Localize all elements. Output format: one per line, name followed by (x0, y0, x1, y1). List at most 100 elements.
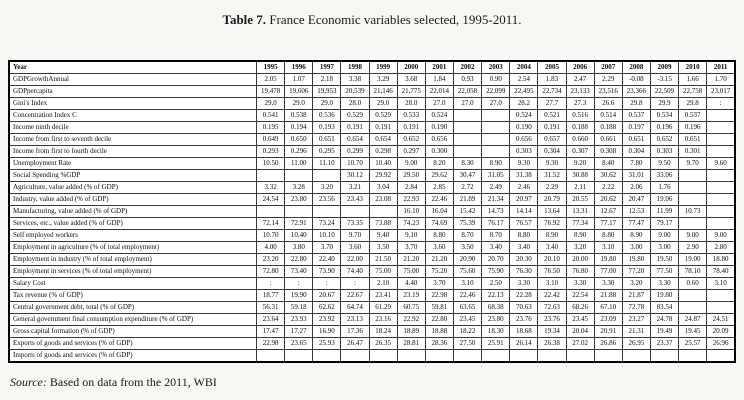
data-cell: 19,478 (255, 85, 286, 98)
data-cell: 0.190 (424, 121, 454, 134)
data-cell: 19.80 (593, 253, 623, 266)
data-cell: 25.57 (678, 337, 708, 350)
data-cell: 22.46 (452, 289, 483, 302)
data-cell: 18.80 (706, 253, 736, 266)
data-cell: 2.10 (368, 277, 398, 290)
table-row: Agriculture, value added (% of GDP) 3.32 3… (8, 181, 736, 194)
data-cell: 2.47 (565, 73, 595, 86)
data-cell: 2.46 (509, 181, 539, 194)
data-cell: 20.30 (509, 253, 539, 266)
data-cell: 73.40 (284, 265, 314, 278)
data-cell: 28.0 (340, 97, 370, 110)
data-cell: 3.38 (340, 73, 370, 86)
data-cell: 16.04 (424, 205, 454, 218)
data-cell: 0.656 (424, 133, 454, 146)
data-cell: 0.191 (537, 121, 567, 134)
data-cell: 19,606 (284, 85, 314, 98)
data-cell (312, 169, 342, 182)
data-cell: 22.46 (424, 193, 454, 206)
table-body: GDPGrowthAnnual 2.05 1.07 2.18 3.38 3.29 3.68 1… (8, 73, 736, 363)
data-cell: 77.47 (621, 217, 651, 230)
year-column-header: 1996 (284, 60, 314, 74)
data-cell: -3.15 (649, 73, 680, 86)
data-cell: 0.541 (255, 109, 286, 122)
table-row: Employment in services (% of total emplo… (8, 265, 736, 278)
data-cell: 26.95 (621, 337, 651, 350)
data-cell: 0.650 (284, 133, 314, 146)
data-cell (678, 193, 708, 206)
data-cell (452, 133, 483, 146)
data-cell: 20.91 (593, 325, 623, 338)
data-cell: 3.20 (621, 277, 651, 290)
data-cell (678, 301, 708, 314)
data-cell: 8.70 (452, 229, 483, 242)
data-cell: 20.62 (593, 193, 623, 206)
data-cell (312, 349, 342, 363)
data-cell: 22,734 (537, 85, 567, 98)
data-cell: 3.50 (452, 241, 483, 254)
data-cell (255, 169, 286, 182)
data-cell: 3.30 (509, 277, 539, 290)
data-cell: 75.20 (424, 265, 454, 278)
data-cell: 8.70 (481, 229, 511, 242)
data-cell: 26.86 (593, 337, 623, 350)
data-cell: 29.0 (284, 97, 314, 110)
data-cell: 0.651 (678, 133, 708, 146)
data-cell: 0.93 (452, 73, 483, 86)
data-cell (481, 349, 511, 363)
data-cell: 10.40 (284, 229, 314, 242)
data-cell (678, 289, 708, 302)
data-cell: 29.9 (649, 97, 680, 110)
year-column-header: 1997 (312, 60, 342, 74)
data-cell: 28.36 (424, 337, 454, 350)
data-cell: 9.00 (649, 229, 680, 242)
data-cell: 23.93 (284, 313, 314, 326)
data-cell: 0.538 (284, 109, 314, 122)
data-cell: 74.40 (340, 265, 370, 278)
data-cell: 29.92 (368, 169, 398, 182)
data-cell: 74.69 (424, 217, 454, 230)
data-cell: 10.50 (255, 157, 286, 170)
data-cell (255, 349, 286, 363)
data-cell: 3.20 (312, 181, 342, 194)
data-cell: 21.50 (368, 253, 398, 266)
data-cell: 70.63 (509, 301, 539, 314)
data-cell: 23,133 (565, 85, 595, 98)
data-cell: 9.30 (509, 157, 539, 170)
data-cell: 23.76 (509, 313, 539, 326)
data-cell: 20.09 (706, 325, 736, 338)
data-cell (481, 133, 511, 146)
data-cell (537, 349, 567, 363)
table-title: Table 7. France Economic variables selec… (8, 12, 736, 28)
table-row: GDPpercapita 19,478 19,606 19,953 20,539 21,1… (8, 85, 736, 98)
data-cell: 2.50 (481, 277, 511, 290)
year-column-header: 2000 (396, 60, 426, 74)
year-column-header: 2001 (424, 60, 454, 74)
data-cell: 31.01 (621, 169, 651, 182)
data-cell: 9.00 (396, 157, 426, 170)
data-cell: 31.05 (481, 169, 511, 182)
data-cell: 26.96 (706, 337, 736, 350)
row-label: Gini's Index (8, 97, 257, 110)
data-cell: 23.56 (312, 193, 342, 206)
table-row: GDPGrowthAnnual 2.05 1.07 2.18 3.38 3.29 3.68 1… (8, 73, 736, 86)
data-cell: 27.3 (565, 97, 595, 110)
data-cell: 73.90 (312, 265, 342, 278)
year-column-header: 2007 (593, 60, 623, 74)
data-cell (678, 181, 708, 194)
data-cell: 3.00 (621, 241, 651, 254)
data-cell: 0.529 (368, 109, 398, 122)
row-label: Imports of goods and services (% of GDP) (8, 349, 257, 363)
data-cell: 19.06 (649, 193, 680, 206)
data-cell: 76.80 (565, 265, 595, 278)
data-cell: 0.195 (255, 121, 286, 134)
data-cell: 23.08 (368, 193, 398, 206)
data-cell: 22.28 (509, 289, 539, 302)
data-cell: 67.10 (593, 301, 623, 314)
data-cell: 19.50 (649, 253, 680, 266)
data-cell: 2.90 (678, 241, 708, 254)
data-cell: 0.654 (368, 133, 398, 146)
data-cell: 23,516 (593, 85, 623, 98)
data-cell: 29.0 (255, 97, 286, 110)
data-cell: 0.295 (312, 145, 342, 158)
